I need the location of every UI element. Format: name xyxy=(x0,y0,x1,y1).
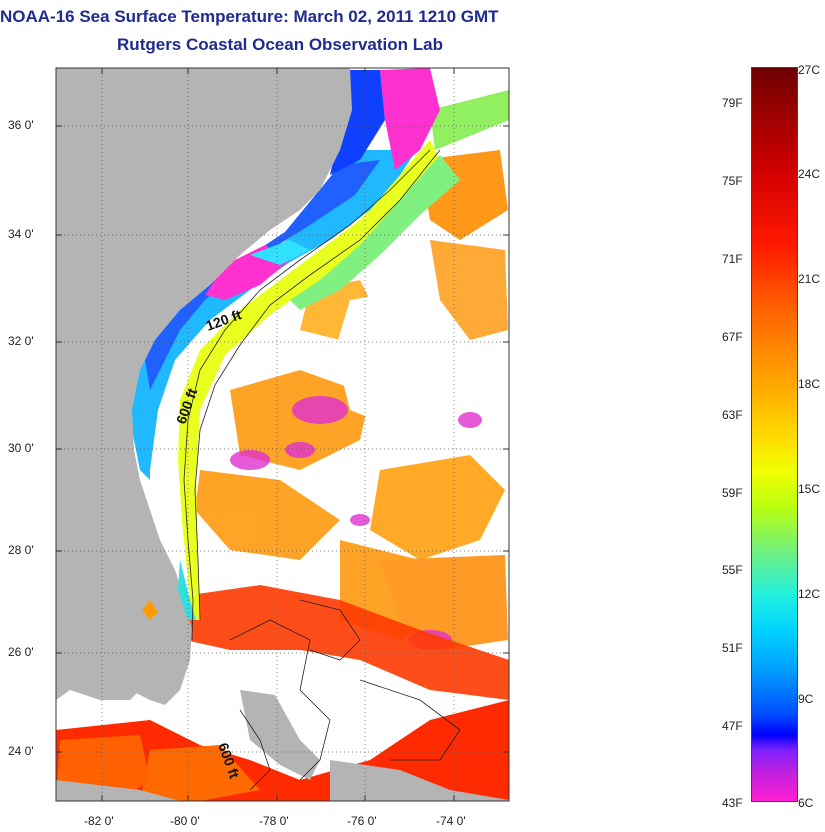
warm-water-patches xyxy=(195,150,508,650)
lat-label: 28 0' xyxy=(8,543,34,557)
colorbar-c-label: 18C xyxy=(798,377,821,391)
lat-label: 36 0' xyxy=(8,118,34,132)
temperature-colorbar xyxy=(751,67,798,802)
lon-label: -74 0' xyxy=(436,814,466,828)
lat-label: 24 0' xyxy=(8,744,34,758)
colorbar-c-label: 24C xyxy=(798,167,821,181)
lon-label: -78 0' xyxy=(259,814,289,828)
lat-label: 32 0' xyxy=(8,334,34,348)
colorbar-f-label: 63F xyxy=(722,408,743,422)
colorbar-f-label: 55F xyxy=(722,563,743,577)
map-subtitle: Rutgers Coastal Ocean Observation Lab xyxy=(117,35,443,54)
colorbar-f-label: 67F xyxy=(722,330,743,344)
lat-label: 30 0' xyxy=(8,441,34,455)
colorbar-c-label: 6C xyxy=(798,796,814,810)
colorbar-f-label: 43F xyxy=(722,796,743,810)
lon-label: -76 0' xyxy=(347,814,377,828)
colorbar-f-label: 79F xyxy=(722,96,743,110)
colorbar-f-label: 71F xyxy=(722,252,743,266)
map-frame xyxy=(55,67,510,802)
colorbar-c-label: 15C xyxy=(798,482,821,496)
colorbar-f-label: 59F xyxy=(722,486,743,500)
colorbar-c-label: 9C xyxy=(798,692,814,706)
colorbar-f-label: 51F xyxy=(722,641,743,655)
lon-label: -80 0' xyxy=(170,814,200,828)
map-title: NOAA-16 Sea Surface Temperature: March 0… xyxy=(0,7,499,26)
colorbar-c-label: 12C xyxy=(798,587,821,601)
map-imagery xyxy=(56,68,509,801)
depth-contours xyxy=(183,149,461,791)
colorbar-c-label: 21C xyxy=(798,272,821,286)
lon-label: -82 0' xyxy=(84,814,114,828)
colorbar-f-label: 75F xyxy=(722,174,743,188)
lat-label: 26 0' xyxy=(8,645,34,659)
lat-label: 34 0' xyxy=(8,227,34,241)
land-mass xyxy=(56,68,352,705)
axis-ticks xyxy=(56,68,509,801)
colorbar-f-label: 47F xyxy=(722,719,743,733)
colorbar-c-label: 27C xyxy=(798,63,821,77)
